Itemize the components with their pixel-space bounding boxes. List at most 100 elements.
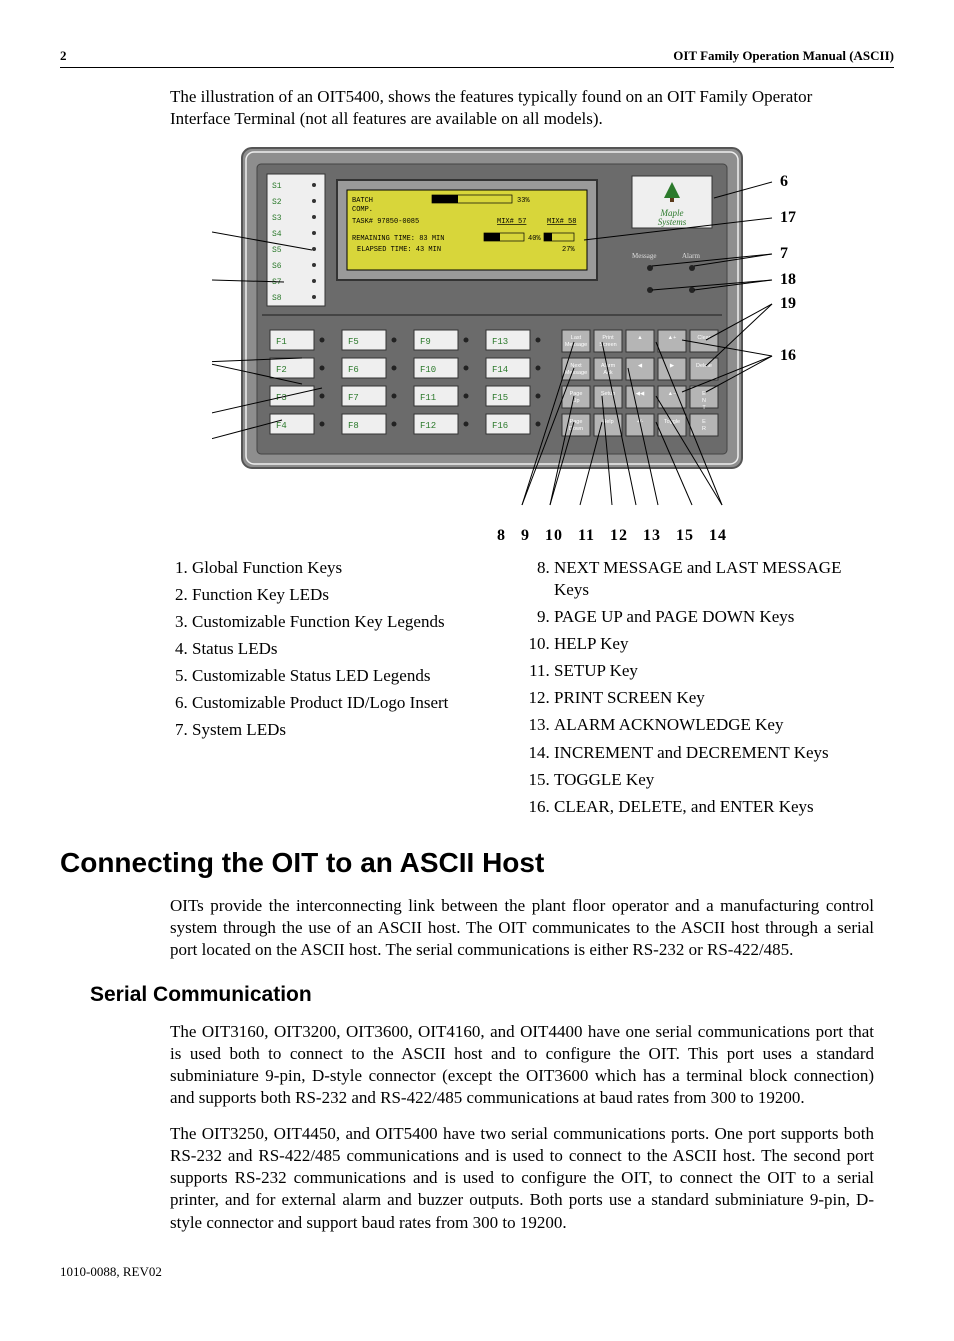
svg-text:Delete: Delete [696, 363, 712, 369]
svg-text:F9: F9 [420, 337, 431, 347]
ctrl-key[interactable] [594, 386, 622, 408]
ctrl-key[interactable] [658, 358, 686, 380]
ctrl-key[interactable] [690, 330, 718, 352]
p-serial-1: The OIT3160, OIT3200, OIT3600, OIT4160, … [170, 1021, 874, 1109]
legend-right: NEXT MESSAGE and LAST MESSAGE Keys PAGE U… [532, 557, 874, 823]
svg-text:F2: F2 [276, 365, 287, 375]
legend-item: HELP Key [554, 633, 874, 655]
legend-left: Global Function KeysFunction Key LEDsCus… [170, 557, 512, 823]
svg-text:Last: Last [571, 335, 582, 341]
svg-text:REMAINING TIME: 83 MIN: REMAINING TIME: 83 MIN [352, 235, 444, 243]
svg-text:S5: S5 [272, 246, 282, 255]
heading-serial: Serial Communication [90, 981, 894, 1008]
svg-text:▲+: ▲+ [668, 335, 677, 341]
svg-text:S4: S4 [272, 230, 282, 239]
svg-text:N: N [702, 398, 706, 404]
ctrl-key[interactable] [626, 330, 654, 352]
svg-text:E: E [702, 391, 706, 397]
ctrl-key[interactable] [626, 386, 654, 408]
legend-item: Customizable Status LED Legends [192, 665, 512, 687]
svg-text:▲−: ▲− [668, 391, 677, 397]
svg-text:Systems: Systems [658, 217, 687, 227]
svg-text:S1: S1 [272, 182, 282, 191]
svg-text:F15: F15 [492, 393, 508, 403]
svg-text:40%: 40% [528, 235, 541, 243]
svg-text:F6: F6 [348, 365, 359, 375]
svg-text:E: E [702, 419, 706, 425]
svg-text:MIX# 58: MIX# 58 [547, 218, 576, 226]
svg-text:F1: F1 [276, 337, 287, 347]
ctrl-key[interactable] [690, 358, 718, 380]
svg-text:Alarm: Alarm [601, 363, 616, 369]
svg-text:F12: F12 [420, 421, 436, 431]
legend: Global Function KeysFunction Key LEDsCus… [170, 557, 874, 823]
legend-item: CLEAR, DELETE, and ENTER Keys [554, 796, 874, 818]
ctrl-key[interactable] [690, 414, 718, 436]
legend-item: Customizable Function Key Legends [192, 611, 512, 633]
intro-paragraph: The illustration of an OIT5400, shows th… [170, 86, 864, 130]
svg-text:Page: Page [570, 419, 583, 425]
svg-text:17: 17 [780, 209, 796, 226]
p-serial-2: The OIT3250, OIT4450, and OIT5400 have t… [170, 1123, 874, 1233]
legend-item: ALARM ACKNOWLEDGE Key [554, 714, 874, 736]
svg-text:33%: 33% [517, 197, 530, 205]
svg-text:F4: F4 [276, 421, 287, 431]
svg-text:S3: S3 [272, 214, 282, 223]
svg-text:Message: Message [565, 370, 587, 376]
svg-text:◀◀: ◀◀ [636, 391, 645, 397]
footer-rev: 1010-0088, REV02 [60, 1264, 894, 1281]
ctrl-key[interactable] [594, 330, 622, 352]
svg-text:S2: S2 [272, 198, 282, 207]
legend-item: Status LEDs [192, 638, 512, 660]
svg-text:ELAPSED TIME: 43 MIN: ELAPSED TIME: 43 MIN [357, 246, 441, 254]
svg-text:19: 19 [780, 295, 796, 312]
legend-item: PAGE UP and PAGE DOWN Keys [554, 606, 874, 628]
page-header: 2 OIT Family Operation Manual (ASCII) [60, 48, 894, 68]
p-connecting: OITs provide the interconnecting link be… [170, 895, 874, 961]
svg-text:F14: F14 [492, 365, 508, 375]
legend-item: System LEDs [192, 719, 512, 741]
svg-text:S7: S7 [272, 278, 282, 287]
svg-text:F11: F11 [420, 393, 436, 403]
svg-text:R: R [702, 426, 706, 432]
svg-text:18: 18 [780, 271, 796, 288]
device-figure: S1 S2 S3 S4 S5 S6 S7 S8 BATCH 33% COMP. … [170, 140, 864, 520]
oit5400-illustration: S1 S2 S3 S4 S5 S6 S7 S8 BATCH 33% COMP. … [212, 140, 822, 520]
svg-text:S6: S6 [272, 262, 282, 271]
page-number: 2 [60, 48, 67, 65]
svg-text:Message: Message [565, 342, 587, 348]
ctrl-key[interactable] [658, 414, 686, 436]
svg-text:F10: F10 [420, 365, 436, 375]
svg-text:Next: Next [570, 363, 582, 369]
manual-title: OIT Family Operation Manual (ASCII) [673, 48, 894, 65]
svg-text:TASK# 97850-0085: TASK# 97850-0085 [352, 218, 419, 226]
bottom-callout-numbers: 8 9 10 11 12 13 15 14 [170, 526, 894, 547]
legend-item: Customizable Product ID/Logo Insert [192, 692, 512, 714]
svg-text:16: 16 [780, 347, 796, 364]
svg-text:F7: F7 [348, 393, 359, 403]
svg-text:BATCH: BATCH [352, 197, 373, 205]
svg-text:27%: 27% [562, 246, 575, 254]
svg-text:Print: Print [602, 335, 614, 341]
svg-text:Alarm: Alarm [682, 252, 700, 260]
svg-text:Message: Message [632, 252, 657, 260]
legend-item: SETUP Key [554, 660, 874, 682]
legend-item: INCREMENT and DECREMENT Keys [554, 742, 874, 764]
svg-text:F16: F16 [492, 421, 508, 431]
svg-text:MIX# 57: MIX# 57 [497, 218, 526, 226]
svg-text:S8: S8 [272, 294, 282, 303]
ctrl-key[interactable] [562, 330, 590, 352]
ctrl-key[interactable] [658, 330, 686, 352]
legend-item: Global Function Keys [192, 557, 512, 579]
svg-text:7: 7 [780, 245, 788, 262]
svg-text:F5: F5 [348, 337, 359, 347]
svg-text:Page: Page [570, 391, 583, 397]
legend-item: NEXT MESSAGE and LAST MESSAGE Keys [554, 557, 874, 601]
legend-item: TOGGLE Key [554, 769, 874, 791]
ctrl-key[interactable] [562, 358, 590, 380]
svg-text:6: 6 [780, 173, 788, 190]
svg-text:COMP.: COMP. [352, 206, 373, 214]
svg-text:F13: F13 [492, 337, 508, 347]
svg-text:▲: ▲ [637, 335, 642, 341]
heading-connecting: Connecting the OIT to an ASCII Host [60, 845, 894, 881]
